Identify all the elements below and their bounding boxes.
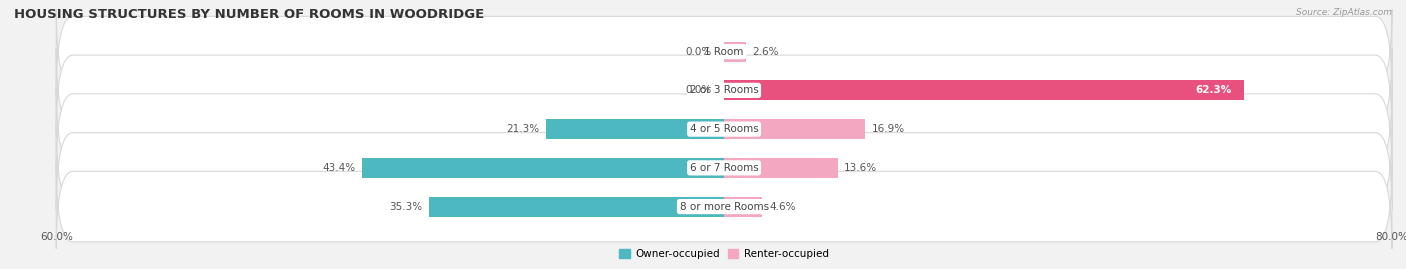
Legend: Owner-occupied, Renter-occupied: Owner-occupied, Renter-occupied [616,245,832,263]
Text: 43.4%: 43.4% [322,163,356,173]
Bar [724,80,1244,100]
Bar [724,158,838,178]
Text: Source: ZipAtlas.com: Source: ZipAtlas.com [1296,8,1392,17]
Text: 4 or 5 Rooms: 4 or 5 Rooms [690,124,758,134]
Text: 2 or 3 Rooms: 2 or 3 Rooms [690,85,758,95]
Bar [429,197,724,217]
Bar [547,119,724,139]
Text: 6 or 7 Rooms: 6 or 7 Rooms [690,163,758,173]
Text: 2.6%: 2.6% [752,47,779,57]
FancyBboxPatch shape [56,126,1392,210]
FancyBboxPatch shape [56,87,1392,171]
Bar [724,119,865,139]
Text: HOUSING STRUCTURES BY NUMBER OF ROOMS IN WOODRIDGE: HOUSING STRUCTURES BY NUMBER OF ROOMS IN… [14,8,484,21]
FancyBboxPatch shape [56,9,1392,94]
Text: 0.0%: 0.0% [685,85,711,95]
Text: 35.3%: 35.3% [389,201,423,212]
FancyBboxPatch shape [56,164,1392,249]
Text: 8 or more Rooms: 8 or more Rooms [679,201,769,212]
Text: 4.6%: 4.6% [769,201,796,212]
Bar [724,197,762,217]
Text: 1 Room: 1 Room [704,47,744,57]
Text: 62.3%: 62.3% [1195,85,1232,95]
FancyBboxPatch shape [56,48,1392,133]
Text: 16.9%: 16.9% [872,124,905,134]
Text: 0.0%: 0.0% [685,47,711,57]
Text: 13.6%: 13.6% [845,163,877,173]
Bar [724,42,745,62]
Bar [361,158,724,178]
Text: 21.3%: 21.3% [506,124,540,134]
